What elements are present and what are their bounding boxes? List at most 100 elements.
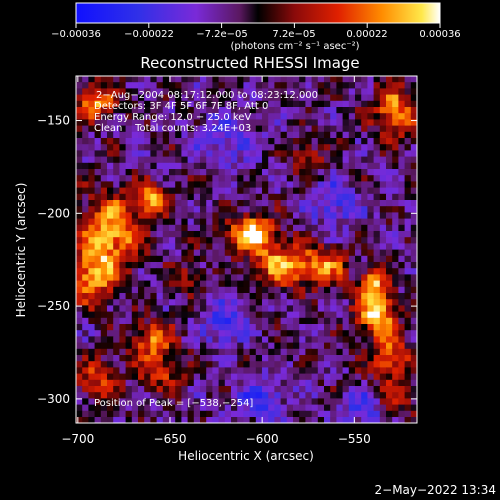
heatmap-cell: [82, 311, 89, 319]
x-tick-label-2: −600: [246, 432, 279, 446]
heatmap-cell: [162, 138, 170, 145]
heatmap-cell: [107, 206, 114, 213]
heatmap-cell: [404, 361, 412, 368]
heatmap-cell: [348, 237, 356, 244]
heatmap-cell: [107, 274, 114, 281]
heatmap-cell: [119, 317, 126, 325]
heatmap-cell: [361, 255, 368, 263]
heatmap-cell: [249, 107, 257, 114]
heatmap-cell: [293, 286, 300, 294]
heatmap-cell: [274, 200, 281, 207]
heatmap-cell: [355, 417, 362, 423]
heatmap-cell: [119, 324, 126, 331]
heatmap-cell: [398, 379, 405, 387]
heatmap-cell: [268, 305, 275, 312]
heatmap-cell: [280, 206, 288, 213]
heatmap-cell: [88, 311, 95, 319]
heatmap-cell: [237, 206, 244, 213]
heatmap-cell: [193, 119, 201, 126]
heatmap-cell: [386, 200, 393, 207]
heatmap-cell: [175, 367, 182, 374]
heatmap-cell: [82, 212, 89, 219]
heatmap-cell: [88, 169, 95, 176]
heatmap-cell: [162, 113, 170, 120]
heatmap-cell: [336, 348, 343, 356]
heatmap-cell: [206, 348, 213, 356]
heatmap-cell: [138, 125, 145, 133]
heatmap-cell: [113, 311, 120, 319]
heatmap-cell: [119, 398, 126, 405]
heatmap-cell: [113, 373, 120, 381]
heatmap-cell: [187, 373, 195, 381]
heatmap-cell: [100, 410, 108, 418]
heatmap-cell: [76, 417, 83, 423]
heatmap-cell: [373, 262, 381, 269]
heatmap-cell: [293, 162, 300, 170]
heatmap-cell: [169, 150, 176, 157]
heatmap-cell: [342, 268, 350, 275]
heatmap-cell: [107, 280, 114, 288]
heatmap-cell: [156, 255, 164, 263]
heatmap-cell: [379, 88, 387, 95]
heatmap-cell: [361, 224, 368, 232]
heatmap-cell: [317, 150, 325, 157]
heatmap-cell: [342, 311, 350, 319]
heatmap-cell: [342, 237, 350, 244]
heatmap-cell: [262, 392, 269, 399]
heatmap-cell: [286, 113, 294, 120]
heatmap-cell: [94, 255, 102, 263]
heatmap-cell: [268, 144, 275, 151]
heatmap-cell: [162, 218, 170, 226]
heatmap-cell: [373, 305, 381, 312]
heatmap-cell: [317, 169, 325, 176]
heatmap-cell: [293, 156, 300, 164]
heatmap-cell: [348, 355, 356, 362]
heatmap-cell: [305, 386, 312, 393]
heatmap-cell: [355, 280, 362, 288]
heatmap-cell: [150, 410, 157, 418]
heatmap-cell: [262, 367, 269, 374]
heatmap-cell: [144, 181, 151, 188]
heatmap-cell: [367, 317, 374, 325]
heatmap-cell: [212, 379, 219, 387]
heatmap-cell: [249, 274, 257, 281]
heatmap-cell: [255, 144, 263, 151]
heatmap-cell: [231, 348, 238, 356]
heatmap-cell: [299, 348, 306, 356]
heatmap-cell: [88, 286, 95, 294]
heatmap-cell: [367, 88, 374, 95]
heatmap-cell: [131, 324, 139, 331]
heatmap-cell: [138, 324, 145, 331]
heatmap-cell: [156, 169, 164, 176]
heatmap-cell: [280, 156, 288, 164]
heatmap-cell: [336, 342, 343, 350]
heatmap-cell: [100, 336, 108, 343]
heatmap-cell: [255, 76, 263, 83]
heatmap-cell: [169, 206, 176, 213]
heatmap-cell: [324, 175, 331, 182]
heatmap-cell: [231, 125, 238, 133]
heatmap-cell: [262, 237, 269, 244]
heatmap-cell: [162, 94, 170, 102]
heatmap-cell: [193, 386, 201, 393]
heatmap-cell: [200, 417, 207, 423]
heatmap-cell: [280, 386, 288, 393]
heatmap-cell: [268, 268, 275, 275]
heatmap-cell: [100, 255, 108, 263]
heatmap-cell: [212, 100, 219, 108]
heatmap-cell: [237, 169, 244, 176]
heatmap-cell: [88, 181, 95, 188]
heatmap-cell: [88, 342, 95, 350]
heatmap-cell: [162, 305, 170, 312]
heatmap-cell: [361, 100, 368, 108]
heatmap-cell: [113, 82, 120, 89]
heatmap-cell: [144, 206, 151, 213]
heatmap-cell: [410, 76, 417, 83]
heatmap-cell: [355, 348, 362, 356]
heatmap-cell: [317, 355, 325, 362]
heatmap-cell: [175, 175, 182, 182]
heatmap-cell: [355, 336, 362, 343]
heatmap-cell: [262, 187, 269, 195]
heatmap-cell: [150, 293, 157, 300]
heatmap-cell: [156, 144, 164, 151]
